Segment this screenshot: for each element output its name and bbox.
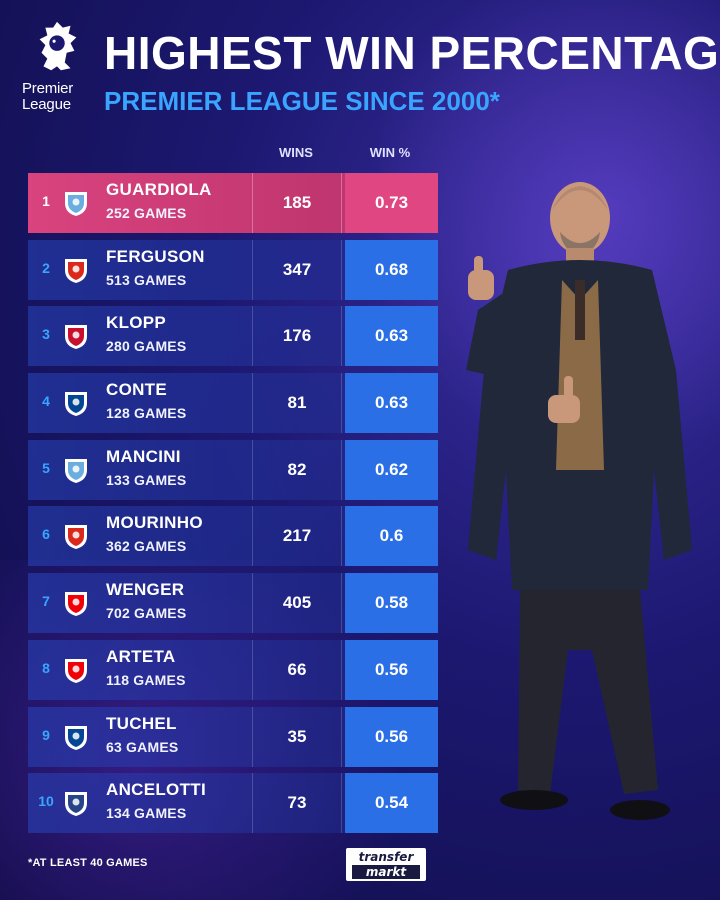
table-row: 3 KLOPP 280 GAMES 176 0.63 xyxy=(28,306,438,367)
games-count: 63 GAMES xyxy=(106,738,179,755)
chelsea-united-tottenham-crest-icon xyxy=(65,525,87,550)
win-pct-value: 0.63 xyxy=(345,306,438,367)
chelsea-tottenham-crest-icon xyxy=(65,392,87,417)
wins-value: 176 xyxy=(252,306,342,367)
wins-value: 66 xyxy=(252,639,342,700)
logo-text: Premier xyxy=(22,80,74,97)
rank-number: 3 xyxy=(42,326,50,343)
rank-number: 10 xyxy=(38,793,54,810)
rank-number: 6 xyxy=(42,526,50,543)
manager-name: CONTE xyxy=(106,380,167,400)
lion-icon xyxy=(39,21,77,71)
man-city-crest-icon xyxy=(65,192,87,216)
games-count: 702 GAMES xyxy=(106,605,187,622)
manager-name: GUARDIOLA xyxy=(106,180,212,199)
wins-value: 35 xyxy=(252,706,342,767)
man-city-crest-icon xyxy=(65,458,87,483)
win-pct-value: 0.56 xyxy=(345,706,438,767)
rank-number: 2 xyxy=(42,259,50,276)
footnote: *AT LEAST 40 GAMES xyxy=(28,857,148,869)
manager-name: MANCINI xyxy=(106,446,181,466)
wins-value: 347 xyxy=(252,239,342,300)
games-count: 252 GAMES xyxy=(106,205,187,221)
wins-value: 217 xyxy=(252,506,342,567)
games-count: 513 GAMES xyxy=(106,271,187,288)
games-count: 118 GAMES xyxy=(106,671,186,688)
rank-number: 5 xyxy=(42,459,50,476)
win-pct-value: 0.6 xyxy=(345,506,438,567)
manager-name: TUCHEL xyxy=(106,713,177,733)
win-pct-value: 0.68 xyxy=(345,239,438,300)
rank-number: 1 xyxy=(42,193,50,209)
premier-league-logo: Premier League xyxy=(22,18,92,122)
games-count: 362 GAMES xyxy=(106,538,187,555)
table-row: 5 MANCINI 133 GAMES 82 0.62 xyxy=(28,439,438,500)
games-count: 280 GAMES xyxy=(106,338,187,355)
manager-name: ANCELOTTI xyxy=(106,780,206,800)
win-pct-value: 0.63 xyxy=(345,373,438,434)
games-count: 128 GAMES xyxy=(106,405,187,422)
manager-name: KLOPP xyxy=(106,313,167,333)
rank-number: 8 xyxy=(42,659,50,676)
transfermarkt-logo: transfer markt xyxy=(346,848,426,881)
manager-photo xyxy=(466,182,692,820)
manager-name: FERGUSON xyxy=(106,246,205,266)
manager-name: ARTETA xyxy=(106,646,176,666)
table-row: 7 WENGER 702 GAMES 405 0.58 xyxy=(28,573,438,634)
wins-value: 185 xyxy=(252,173,342,233)
column-header-wins: WINS xyxy=(279,145,313,160)
brand-line: markt xyxy=(352,865,420,879)
rank-number: 9 xyxy=(42,726,50,743)
arsenal-crest-icon xyxy=(65,658,87,683)
wins-value: 73 xyxy=(252,773,342,834)
liverpool-crest-icon xyxy=(65,325,87,350)
table-row: 10 ANCELOTTI 134 GAMES 73 0.54 xyxy=(28,773,438,834)
page-subtitle: PREMIER LEAGUE SINCE 2000* xyxy=(104,86,500,116)
win-pct-value: 0.73 xyxy=(345,173,438,233)
table-row: 9 TUCHEL 63 GAMES 35 0.56 xyxy=(28,706,438,767)
wins-value: 81 xyxy=(252,373,342,434)
logo-text: League xyxy=(22,96,71,113)
arsenal-crest-icon xyxy=(65,592,87,617)
win-pct-value: 0.58 xyxy=(345,573,438,634)
chelsea-everton-crest-icon xyxy=(65,792,87,817)
ranking-table: 1 GUARDIOLA 252 GAMES 185 0.73 2 FERGUSON 513 G… xyxy=(28,173,438,840)
table-row: 4 CONTE 128 GAMES 81 0.63 xyxy=(28,373,438,434)
wins-value: 82 xyxy=(252,439,342,500)
table-row: 2 FERGUSON 513 GAMES 347 0.68 xyxy=(28,239,438,300)
win-pct-value: 0.56 xyxy=(345,639,438,700)
games-count: 134 GAMES xyxy=(106,805,187,822)
man-united-crest-icon xyxy=(65,258,87,283)
chelsea-crest-icon xyxy=(65,725,87,750)
win-pct-value: 0.54 xyxy=(345,773,438,834)
games-count: 133 GAMES xyxy=(106,471,187,488)
column-header-win-pct: WIN % xyxy=(369,145,411,160)
rank-number: 7 xyxy=(42,593,50,610)
page-title: HIGHEST WIN PERCENTAGE xyxy=(104,27,720,79)
brand-line: transfer xyxy=(358,850,414,864)
table-row: 6 MOURINHO 362 GAMES 217 0.6 xyxy=(28,506,438,567)
rank-number: 4 xyxy=(42,393,50,410)
table-row: 1 GUARDIOLA 252 GAMES 185 0.73 xyxy=(28,173,438,233)
table-row: 8 ARTETA 118 GAMES 66 0.56 xyxy=(28,639,438,700)
win-pct-value: 0.62 xyxy=(345,439,438,500)
wins-value: 405 xyxy=(252,573,342,634)
manager-name: MOURINHO xyxy=(106,513,203,533)
manager-name: WENGER xyxy=(106,580,185,600)
